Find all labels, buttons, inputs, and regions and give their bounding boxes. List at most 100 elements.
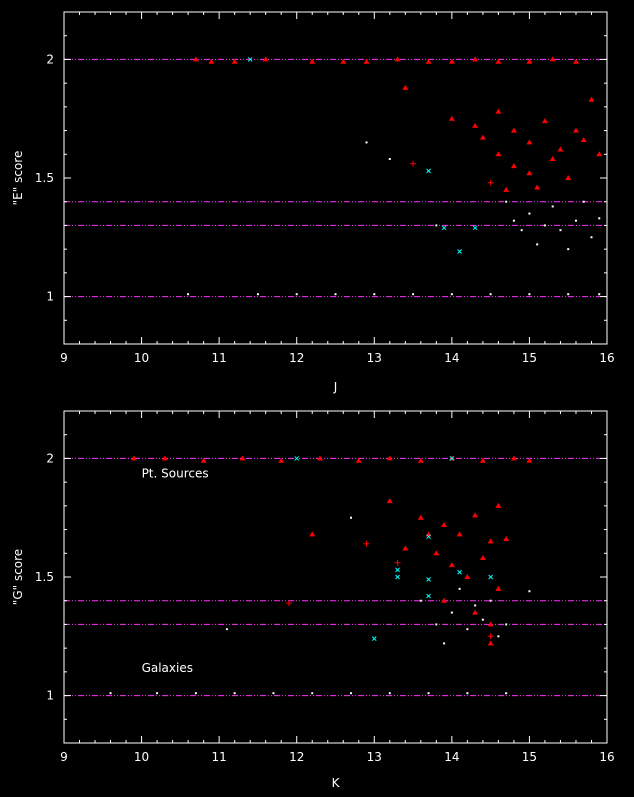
- data-point-triangle: [464, 574, 471, 579]
- data-point-dot: [458, 587, 461, 590]
- x-tick-label: 13: [367, 750, 382, 764]
- data-point-dot: [450, 293, 453, 296]
- data-point-dot: [551, 205, 554, 208]
- data-point-dot: [388, 158, 391, 161]
- x-tick-label: 10: [134, 750, 149, 764]
- data-point-triangle: [262, 56, 269, 62]
- data-point-cross: [395, 574, 400, 580]
- x-tick-label: 9: [60, 351, 68, 365]
- x-tick-label: 11: [212, 750, 227, 764]
- data-point-triangle: [417, 457, 424, 463]
- data-point-dot: [427, 692, 430, 695]
- data-point-dot: [233, 692, 236, 695]
- data-point-triangle: [208, 58, 215, 64]
- data-point-plus: [487, 179, 494, 186]
- data-point-dot: [194, 692, 197, 695]
- data-point-dot: [512, 219, 515, 222]
- data-point-cross: [426, 577, 431, 582]
- data-point-triangle: [495, 58, 502, 64]
- data-point-triangle: [340, 58, 347, 64]
- data-point-dot: [443, 642, 446, 645]
- data-point-triangle: [441, 597, 448, 603]
- data-point-triangle: [200, 457, 207, 463]
- data-point-dot: [156, 692, 159, 695]
- data-point-cross: [472, 225, 478, 231]
- data-point-dot: [559, 229, 562, 232]
- data-point-dot: [474, 604, 477, 607]
- data-point-cross: [457, 569, 462, 575]
- x-tick-label: 14: [444, 750, 459, 764]
- data-point-cross: [457, 249, 462, 254]
- data-point-triangle: [534, 184, 541, 190]
- data-point-dot: [590, 236, 593, 239]
- data-point-triangle: [487, 640, 494, 646]
- data-point-triangle: [503, 186, 510, 192]
- data-point-triangle: [526, 58, 533, 64]
- data-point-dot: [567, 248, 570, 251]
- plot-panel-1: 9 10 11 12 13 14 15 16 1 1.5 2 J "E" score: [11, 11, 615, 394]
- data-point-triangle: [448, 58, 455, 64]
- data-point-triangle: [479, 457, 486, 463]
- data-point-triangle: [549, 156, 556, 162]
- y-tick-label: 1: [46, 689, 54, 703]
- data-point-triangle: [417, 514, 424, 520]
- x-tick-label: 9: [60, 750, 68, 764]
- data-point-triangle: [487, 621, 494, 627]
- data-point-dot: [350, 692, 353, 695]
- data-point-triangle: [510, 127, 517, 133]
- data-point-dot: [582, 200, 585, 203]
- data-point-dot: [528, 212, 531, 215]
- x-tick-label: 10: [134, 351, 149, 365]
- data-point-triangle: [448, 115, 455, 121]
- data-point-cross: [247, 57, 253, 62]
- data-point-triangle: [479, 555, 486, 561]
- data-point-triangle: [278, 457, 285, 463]
- data-point-cross: [426, 534, 431, 540]
- plot-panel-2: 9 10 11 12 13 14 15 16 1 1.5 2 K "G" score Pt. Source…: [11, 410, 615, 790]
- data-point-dot: [520, 229, 523, 232]
- data-point-dot: [505, 623, 508, 626]
- data-point-triangle: [355, 457, 362, 463]
- data-point-triangle: [580, 137, 587, 143]
- data-point-triangle: [572, 127, 579, 133]
- x-tick-label: 13: [367, 351, 382, 365]
- data-point-triangle: [386, 455, 393, 461]
- data-point-cross: [449, 456, 455, 461]
- data-point-triangle: [472, 512, 479, 518]
- data-point-triangle: [495, 502, 502, 508]
- data-point-triangle: [161, 455, 168, 461]
- data-point-triangle: [557, 146, 564, 152]
- data-point-plus: [487, 633, 494, 640]
- data-point-triangle: [130, 455, 137, 461]
- data-point-triangle: [526, 170, 533, 176]
- data-point-dot: [311, 692, 314, 695]
- data-point-triangle: [572, 58, 579, 64]
- data-point-triangle: [495, 585, 502, 591]
- data-point-dot: [497, 635, 500, 638]
- data-point-cross: [488, 574, 493, 580]
- x-tick-label: 11: [212, 351, 227, 365]
- data-point-dot: [187, 293, 190, 296]
- data-point-cross: [426, 168, 431, 174]
- annotation-label: Galaxies: [142, 661, 193, 675]
- data-point-dot: [419, 599, 422, 602]
- data-point-dot: [350, 516, 353, 519]
- data-point-dot: [528, 590, 531, 593]
- data-point-dot: [435, 623, 438, 626]
- data-point-triangle: [192, 56, 199, 62]
- data-point-dot: [466, 692, 469, 695]
- data-point-dot: [412, 293, 415, 296]
- data-point-plus: [285, 600, 292, 607]
- data-point-cross: [441, 225, 447, 231]
- data-point-dot: [256, 293, 259, 296]
- x-tick-label: 15: [522, 351, 537, 365]
- data-point-triangle: [456, 531, 463, 537]
- data-point-plus: [394, 559, 401, 566]
- data-point-dot: [373, 293, 376, 296]
- plot-frame: [63, 410, 608, 744]
- data-point-dot: [365, 141, 368, 144]
- y-tick-label: 1.5: [35, 570, 54, 584]
- data-point-dot: [334, 293, 337, 296]
- y-tick-label: 2: [46, 451, 54, 465]
